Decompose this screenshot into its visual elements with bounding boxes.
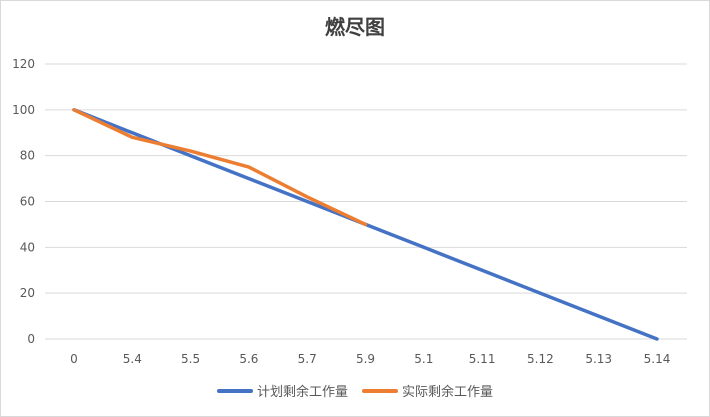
y-tick-label: 100 <box>12 103 35 117</box>
chart-legend: 计划剩余工作量 实际剩余工作量 <box>1 381 709 400</box>
x-tick-label: 5.14 <box>644 352 671 366</box>
x-tick-label: 5.1 <box>414 352 433 366</box>
y-tick-label: 40 <box>20 240 35 254</box>
y-tick-label: 120 <box>12 57 35 71</box>
chart-title: 燃尽图 <box>325 15 385 39</box>
legend-item-planned: 计划剩余工作量 <box>216 381 348 400</box>
x-tick-label: 5.7 <box>298 352 317 366</box>
x-tick-label: 5.13 <box>585 352 612 366</box>
x-tick-label: 5.4 <box>123 352 142 366</box>
x-tick-label: 5.6 <box>239 352 258 366</box>
x-tick-label: 0 <box>70 352 78 366</box>
legend-label-actual: 实际剩余工作量 <box>402 385 494 400</box>
series-line-actual <box>72 108 368 227</box>
y-tick-label: 60 <box>20 195 35 209</box>
y-tick-label: 20 <box>20 286 35 300</box>
x-tick-label: 5.9 <box>356 352 375 366</box>
x-tick-label: 5.5 <box>181 352 200 366</box>
x-tick-label: 5.11 <box>469 352 496 366</box>
legend-item-actual: 实际剩余工作量 <box>362 381 493 400</box>
legend-swatch-actual <box>362 388 398 393</box>
legend-label-planned: 计划剩余工作量 <box>256 385 348 400</box>
x-tick-label: 5.12 <box>527 352 554 366</box>
legend-swatch-planned <box>216 388 253 393</box>
y-tick-label: 0 <box>27 332 35 346</box>
y-tick-label: 80 <box>20 149 35 163</box>
